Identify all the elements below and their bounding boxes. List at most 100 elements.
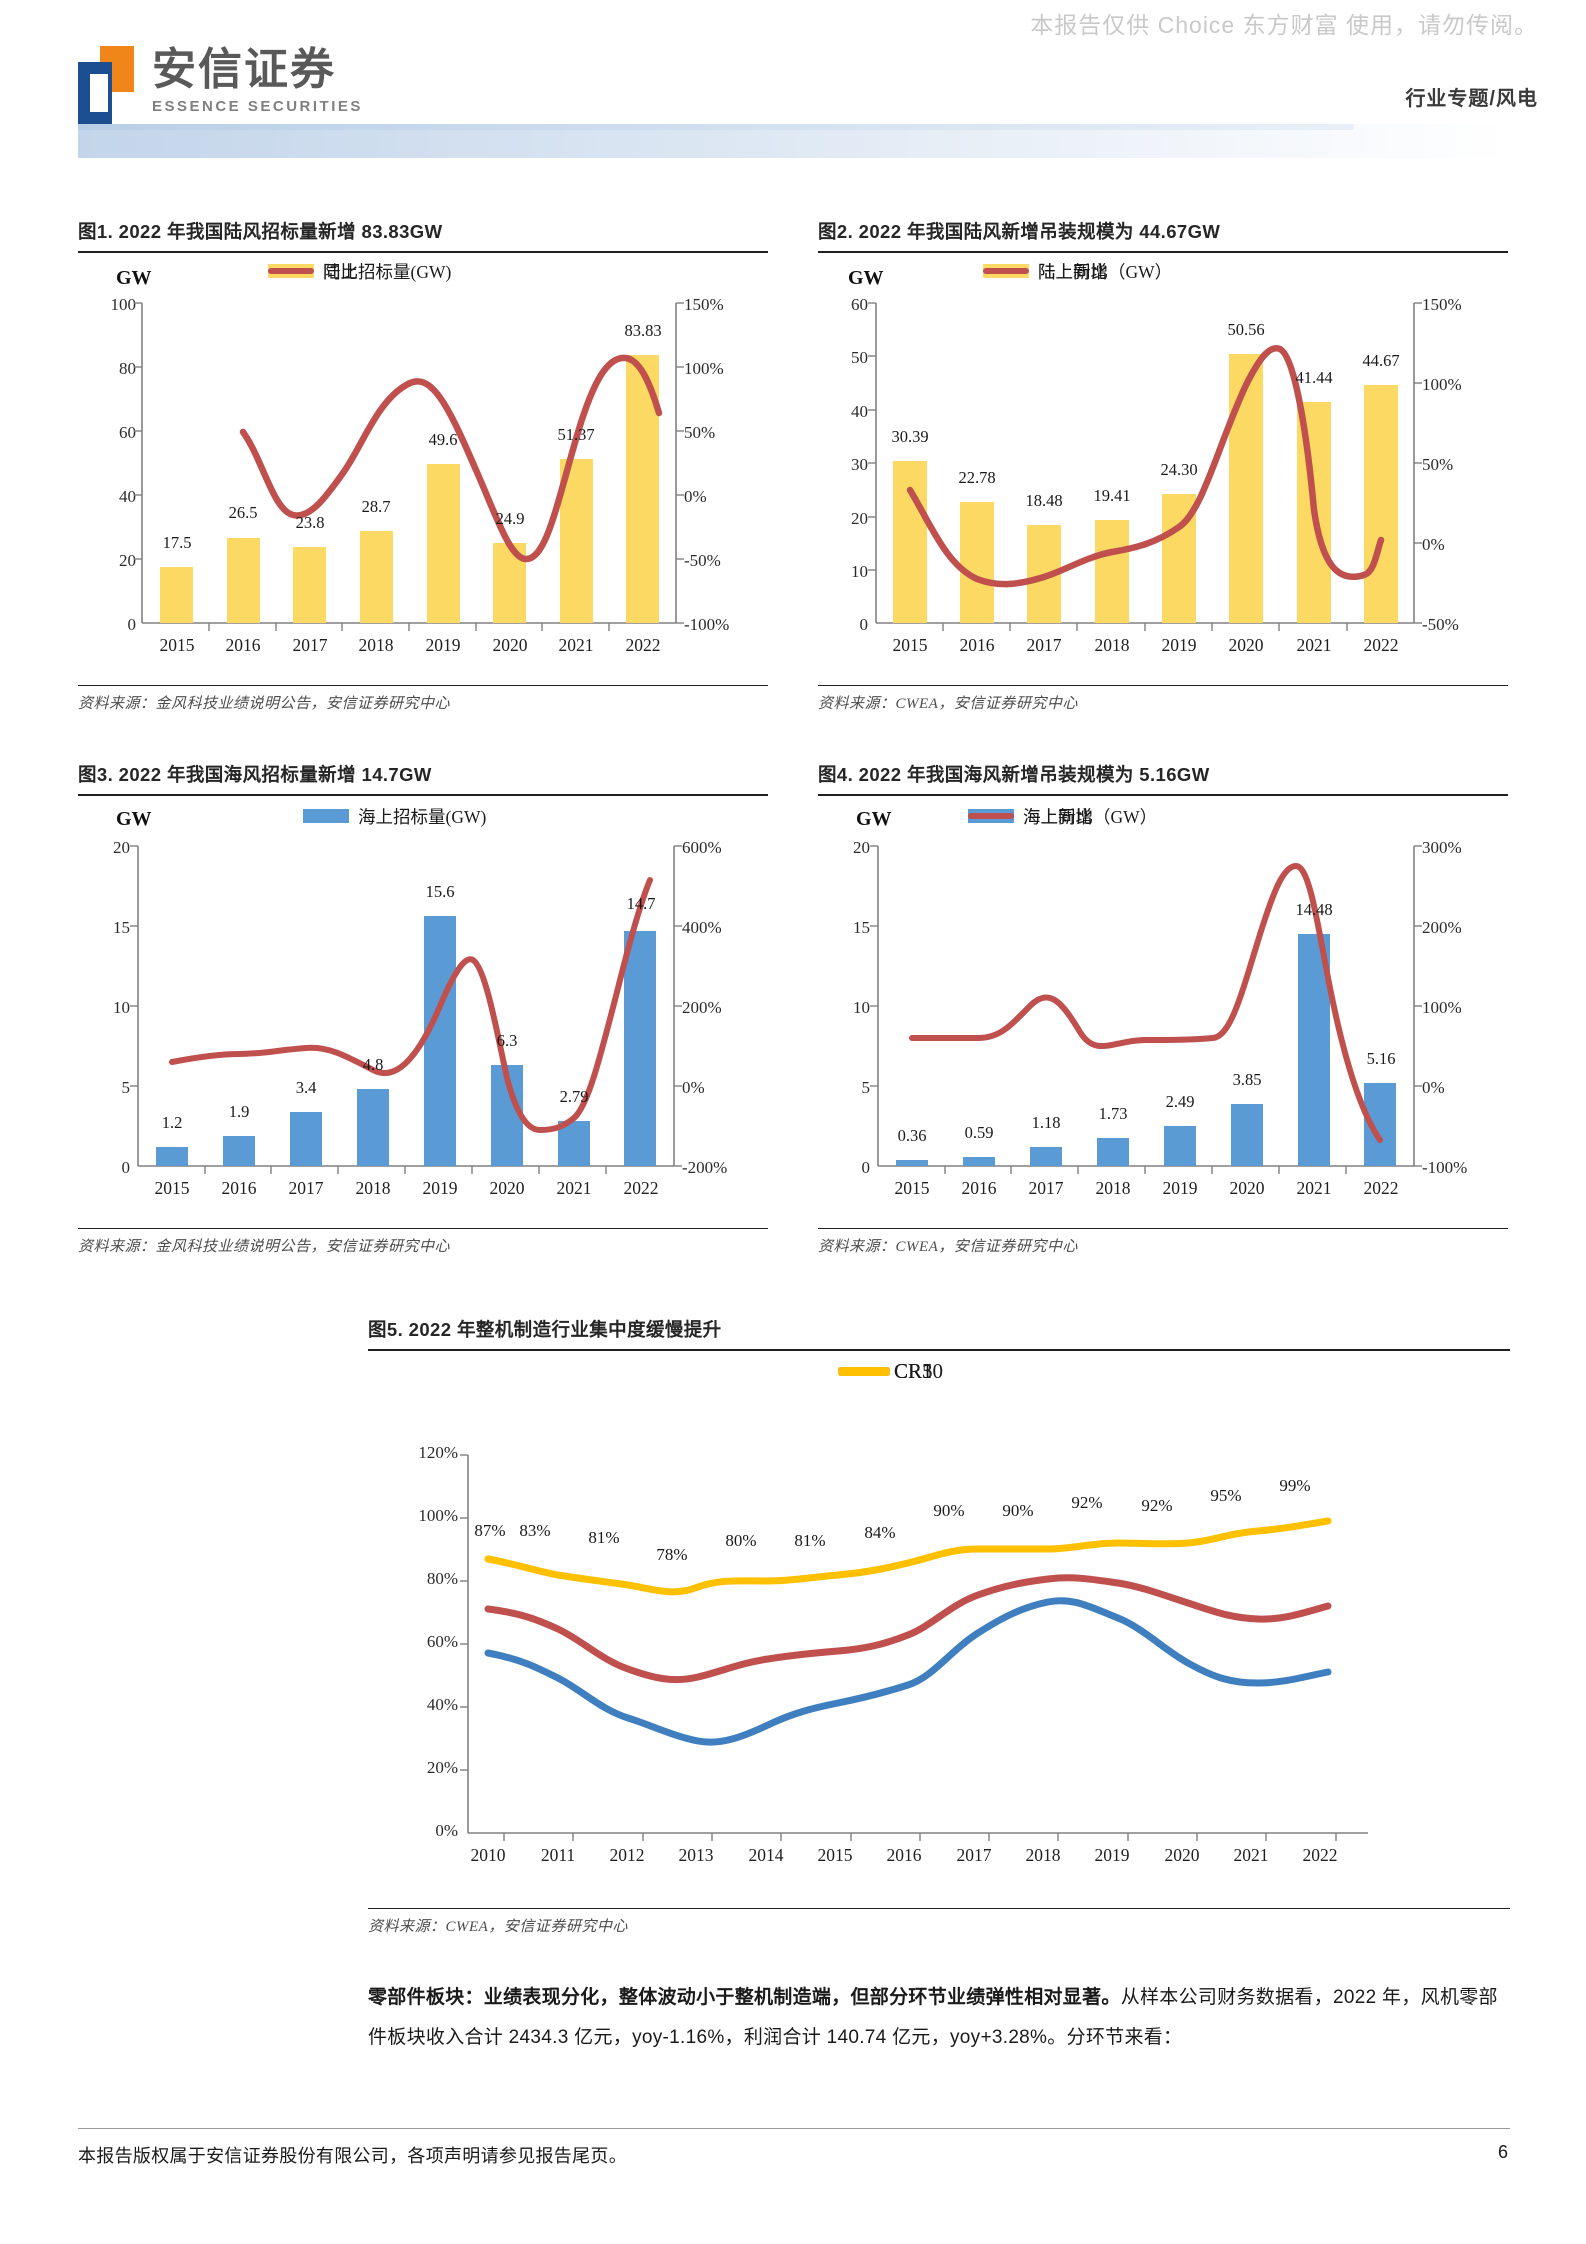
x-tick-label: 2019 <box>422 1178 458 1198</box>
x-tick-label: 2016 <box>961 1178 997 1198</box>
x-tick-label: 2016 <box>886 1845 922 1865</box>
y2-tick: 0% <box>682 1078 705 1097</box>
figure-3-rule <box>78 794 768 796</box>
x-tick-label: 2017 <box>1028 1178 1064 1198</box>
y-tick: 30 <box>851 455 868 474</box>
y-tick: 20% <box>426 1758 458 1777</box>
logo-chinese-name: 安信证券 <box>152 45 336 94</box>
figure-4-y-unit: GW <box>856 808 892 830</box>
figure-1-plot: GW 陆上招标量(GW) 同比 100 80 60 40 20 0 150% <box>78 262 768 685</box>
figure-2-plot: GW 陆上新增（GW） 陆上同比 60 50 40 30 20 10 0 150… <box>818 262 1508 685</box>
legend-label-line: 海上同比 <box>1023 806 1093 827</box>
legend-item-bar: 海上招标量(GW) <box>303 804 486 829</box>
data-label: 4.8 <box>362 1055 384 1074</box>
data-label: 83% <box>519 1521 551 1540</box>
legend-label-line: 陆上同比 <box>1038 261 1108 282</box>
y-tick: 40% <box>426 1695 458 1714</box>
y-tick: 60% <box>426 1632 458 1651</box>
figure-2-source: 资料来源：CWEA，安信证券研究中心 <box>818 685 1508 713</box>
header-section-label: 行业专题/风电 <box>1405 88 1538 110</box>
x-tick-label: 2015 <box>159 635 195 655</box>
y-tick: 10 <box>851 562 868 581</box>
x-tick-label: 2010 <box>470 1845 506 1865</box>
x-tick-label: 2018 <box>1095 1178 1131 1198</box>
data-label: 92% <box>1141 1496 1173 1515</box>
data-label: 90% <box>933 1501 965 1520</box>
x-tick-label: 2022 <box>1363 1178 1399 1198</box>
y2-tick: 50% <box>1422 455 1454 474</box>
legend-label-cr3: CR3 <box>894 1358 933 1383</box>
data-label: 1.9 <box>228 1102 250 1121</box>
legend-item-cr10: CR10 <box>838 1359 943 1384</box>
x-tick-label: 2020 <box>1164 1845 1200 1865</box>
data-label: 50.56 <box>1227 320 1265 339</box>
data-label: 18.48 <box>1025 491 1063 510</box>
x-tick-label: 2020 <box>1229 1178 1265 1198</box>
data-label: 1.73 <box>1098 1104 1128 1123</box>
y2-tick: 400% <box>682 918 722 937</box>
x-tick-label: 2018 <box>355 1178 391 1198</box>
header-band-accent <box>78 124 1354 130</box>
x-tick-label: 2021 <box>556 1178 592 1198</box>
y2-tick: -100% <box>1422 1158 1468 1177</box>
x-tick-label: 2022 <box>625 635 661 655</box>
figure-3-y-unit: GW <box>116 808 152 830</box>
data-label: 78% <box>656 1545 688 1564</box>
x-tick-label: 2017 <box>1026 635 1062 655</box>
x-tick-label: 2017 <box>288 1178 324 1198</box>
x-tick-label: 2014 <box>748 1845 784 1865</box>
data-label: 3.85 <box>1232 1070 1262 1089</box>
body-paragraph-rest: 从样本公司财务数据看，2022 年，风机零部件板块收入合计 2434.3 亿元，… <box>368 1987 1498 2048</box>
figure-5: 图5. 2022 年整机制造行业集中度缓慢提升 CR3 CR5 CR10 <box>368 1316 1510 1936</box>
company-logo: 安信证券 ESSENCE SECURITIES <box>78 46 363 124</box>
x-tick-label: 2020 <box>492 635 528 655</box>
legend-label-bar: 陆上新增（GW） <box>1038 261 1173 282</box>
y-tick: 80% <box>426 1569 458 1588</box>
y-tick: 10 <box>853 998 870 1017</box>
x-tick-label: 2016 <box>959 635 995 655</box>
x-tick-label: 2020 <box>1228 635 1264 655</box>
x-tick-label: 2015 <box>894 1178 930 1198</box>
x-tick-label: 2012 <box>609 1845 645 1865</box>
x-tick-label: 2017 <box>292 635 328 655</box>
figure-1-svg <box>134 302 684 631</box>
y-tick: 5 <box>861 1078 871 1097</box>
y-tick: 60 <box>851 295 868 314</box>
y2-tick: 0% <box>1422 535 1445 554</box>
data-label: 24.30 <box>1160 460 1198 479</box>
y-tick: 0 <box>121 1158 131 1177</box>
data-label: 3.4 <box>295 1078 317 1097</box>
y-tick: 100 <box>110 295 137 314</box>
y-tick: 0 <box>859 615 869 634</box>
y2-tick: -100% <box>684 615 730 634</box>
legend-label-bar: 海上新增（GW） <box>1023 806 1158 827</box>
legend-item-line: 同比 <box>268 259 358 284</box>
footer-rule <box>78 2128 1510 2129</box>
y-tick: 20 <box>853 838 870 857</box>
data-label: 2.79 <box>559 1087 589 1106</box>
figure-3: 图3. 2022 年我国海风招标量新增 14.7GW GW 海上招标量(GW) … <box>78 761 768 1256</box>
y-tick: 15 <box>853 918 870 937</box>
data-label: 99% <box>1279 1476 1311 1495</box>
legend-label-bar: 海上招标量(GW) <box>358 806 487 827</box>
y2-tick: 200% <box>1422 918 1462 937</box>
figure-3-plot: GW 海上招标量(GW) 20 15 10 5 0 600% 400% 200%… <box>78 807 768 1228</box>
figure-2-rule <box>818 251 1508 253</box>
data-label: 84% <box>864 1523 896 1542</box>
legend-swatch-line-icon <box>968 813 1014 819</box>
data-label: 49.6 <box>428 430 458 449</box>
y2-tick: -200% <box>682 1158 728 1177</box>
y2-tick: -50% <box>684 551 721 570</box>
x-tick-label: 2015 <box>154 1178 190 1198</box>
legend-swatch-bar-icon <box>303 809 349 823</box>
y2-tick: 200% <box>682 998 722 1017</box>
x-tick-label: 2016 <box>221 1178 257 1198</box>
x-tick-label: 2017 <box>956 1845 992 1865</box>
legend-label-line: 同比 <box>323 261 358 282</box>
figure-2-svg <box>868 302 1422 631</box>
x-tick-label: 2021 <box>558 635 594 655</box>
data-label: 95% <box>1210 1486 1242 1505</box>
data-label: 2.49 <box>1165 1092 1195 1111</box>
x-tick-label: 2019 <box>1161 635 1197 655</box>
